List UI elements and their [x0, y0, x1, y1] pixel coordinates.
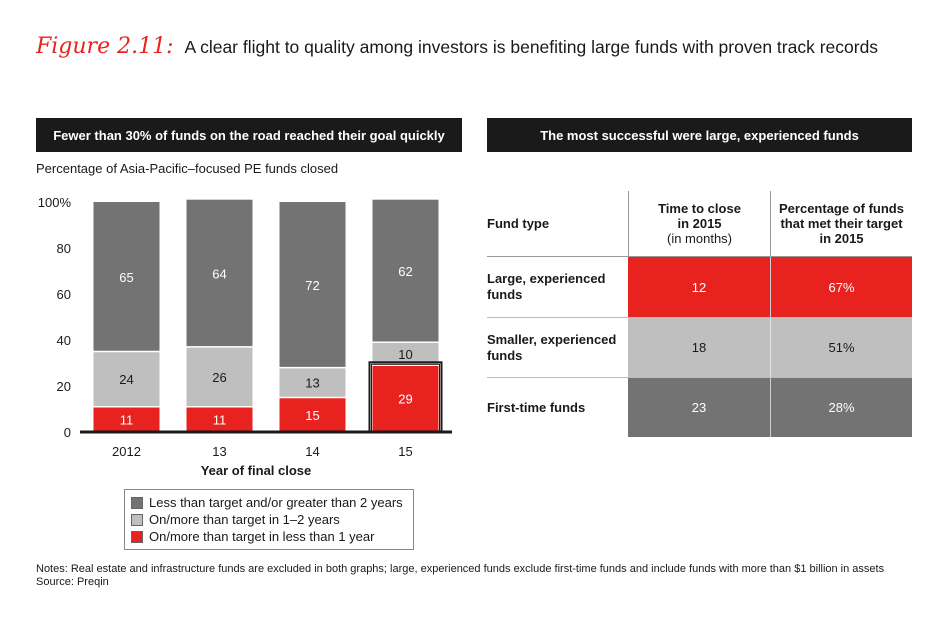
fund-type-label: First-time funds: [487, 399, 586, 415]
data-label: 62: [398, 264, 412, 279]
notes: Notes: Real estate and infrastructure fu…: [36, 563, 916, 589]
bar-segment: [372, 199, 439, 343]
header-pct-met-target: Percentage of funds that met their targe…: [770, 191, 912, 256]
chart-subtitle: Percentage of Asia-Pacific–focused PE fu…: [36, 161, 339, 176]
bar-segment: [93, 406, 160, 432]
y-tick-label: 0: [64, 425, 71, 440]
legend-label: On/more than target in 1–2 years: [149, 512, 340, 527]
figure-label: Figure 2.11:: [36, 34, 174, 59]
data-label: 24: [119, 372, 133, 387]
header-text: Percentage of funds: [779, 201, 904, 216]
table-row: Smaller, experienced funds 18 51%: [487, 317, 912, 377]
bar-segment: [186, 346, 253, 407]
header-text: Time to close: [658, 201, 741, 216]
header-text: in 2015: [677, 216, 722, 231]
bar-segment: [279, 397, 346, 432]
time-to-close-cell: 18: [628, 318, 770, 377]
header-subtext: (in months): [666, 231, 733, 246]
fund-type-cell: Smaller, experienced funds: [487, 318, 628, 377]
bar-segment: [186, 199, 253, 347]
table-body: Large, experienced funds 12 67% Smaller, exp…: [487, 257, 912, 437]
fund-type-label: Large, experienced: [487, 271, 606, 286]
x-tick-label: 15: [398, 444, 412, 459]
bar-segment: [186, 406, 253, 432]
legend-item: On/more than target in less than 1 year: [131, 528, 407, 545]
legend-swatch: [131, 496, 143, 509]
header-fund-type: Fund type: [487, 216, 550, 231]
fund-type-table: Fund type Time to close in 2015 (in mont…: [487, 191, 912, 437]
legend-item: Less than target and/or greater than 2 y…: [131, 494, 407, 511]
bar-segment: [372, 342, 439, 366]
pct-met-target-cell: 67%: [770, 257, 912, 317]
fund-type-cell: Large, experienced funds: [487, 257, 628, 317]
legend-swatch: [131, 513, 143, 526]
data-label: 13: [305, 376, 319, 391]
table-header-row: Fund type Time to close in 2015 (in mont…: [487, 191, 912, 257]
notes-text: Notes: Real estate and infrastructure fu…: [36, 563, 885, 575]
data-label: 64: [212, 266, 226, 281]
legend-swatch: [131, 530, 143, 543]
data-label: 26: [212, 370, 226, 385]
table-row: Large, experienced funds 12 67%: [487, 257, 912, 317]
x-tick-label: 2012: [112, 444, 141, 459]
y-tick-label: 60: [57, 287, 71, 302]
data-label: 10: [398, 347, 412, 362]
header-time-to-close: Time to close in 2015 (in months): [628, 191, 770, 256]
x-axis-title: Year of final close: [201, 463, 312, 478]
left-panel-header: Fewer than 30% of funds on the road reac…: [36, 118, 462, 152]
fund-type-label: funds: [487, 347, 523, 363]
time-to-close-cell: 23: [628, 378, 770, 437]
data-label: 11: [213, 412, 227, 427]
y-tick-label: 80: [57, 241, 71, 256]
data-label: 65: [119, 270, 133, 285]
fund-type-label: Smaller, experienced: [487, 331, 617, 347]
data-label: 29: [398, 392, 412, 407]
figure-heading: A clear flight to quality among investor…: [184, 37, 879, 57]
right-panel-header: The most successful were large, experien…: [487, 118, 912, 152]
time-to-close-cell: 12: [628, 257, 770, 317]
fund-type-cell: First-time funds: [487, 378, 628, 437]
data-label: 15: [305, 408, 319, 423]
bar-segment: [279, 367, 346, 398]
fund-type-label: funds: [487, 287, 523, 302]
y-tick-label: 40: [57, 333, 71, 348]
data-label: 72: [305, 278, 319, 293]
legend-label: On/more than target in less than 1 year: [149, 529, 375, 544]
bar-segment: [93, 351, 160, 407]
x-tick-label: 13: [212, 444, 226, 459]
table-row: First-time funds 23 28%: [487, 377, 912, 437]
header-text: in 2015: [819, 231, 864, 246]
chart-legend: Less than target and/or greater than 2 y…: [124, 489, 414, 550]
bar-segment: [279, 202, 346, 368]
source-text: Source: Preqin: [36, 576, 109, 588]
bar-segment: [93, 202, 160, 352]
x-tick-label: 14: [305, 444, 319, 459]
stacked-bar-chart: 0 20 40 60 80 100% 11 24 65 2012 11 26 64 13 15 13 72 14 2…: [38, 195, 452, 478]
legend-item: On/more than target in 1–2 years: [131, 511, 407, 528]
bar-segment: [372, 365, 439, 432]
header-text: that met their target: [780, 216, 903, 231]
pct-met-target-cell: 28%: [770, 378, 912, 437]
data-label: 11: [120, 412, 134, 427]
figure-title: Figure 2.11: A clear flight to quality a…: [36, 34, 878, 59]
legend-label: Less than target and/or greater than 2 y…: [149, 495, 403, 510]
pct-met-target-cell: 51%: [770, 318, 912, 377]
y-tick-label: 20: [57, 379, 71, 394]
y-tick-label: 100%: [38, 195, 72, 210]
